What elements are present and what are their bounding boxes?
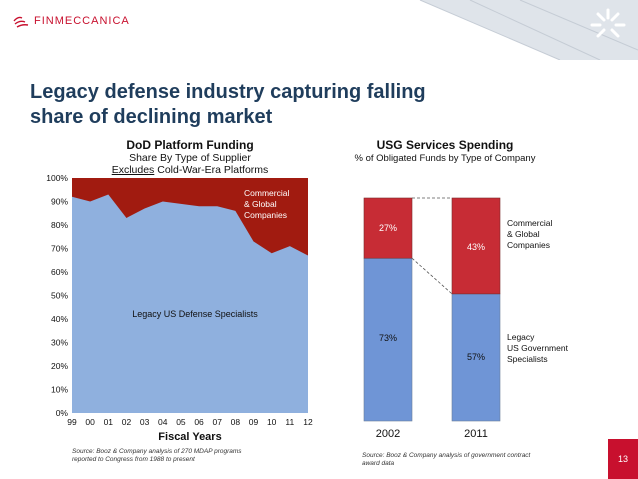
dod-subtitle-rest: Cold-War-Era Platforms [154,164,269,176]
x-tick-label: 99 [67,417,77,427]
usg-chart-title: USG Services Spending [376,138,514,152]
commercial-label-line-2: & Global [244,199,277,209]
slide-title: Legacy defense industry capturing fallin… [30,80,530,130]
legacy-value-2002: 73% [379,333,397,343]
x-tick-label: 07 [212,417,222,427]
finmeccanica-swirl-icon [13,16,29,28]
x-tick-label-2011: 2011 [464,428,488,440]
dod-chart-source: Source: Booz & Company analysis of 270 M… [72,448,332,464]
x-tick-label: 03 [140,417,150,427]
y-tick-label: 30% [51,338,68,348]
y-tick-label: 50% [51,291,68,301]
y-tick-label: 60% [51,267,68,277]
x-tick-label: 01 [104,417,114,427]
y-tick-label: 80% [51,220,68,230]
legacy-legend-line-2: US Government [507,343,569,353]
legacy-area [72,194,308,413]
x-axis-label: Fiscal Years [158,431,221,443]
dod-subtitle-excludes: Excludes [111,164,155,176]
page-number: 13 [608,439,638,479]
dod-source-line-2: reported to Congress from 1988 to presen… [72,456,195,463]
y-tick-label: 40% [51,314,68,324]
connector-split [411,257,453,295]
x-tick-label: 10 [267,417,277,427]
x-tick-label: 08 [231,417,241,427]
commercial-value-2011: 43% [467,242,485,252]
commercial-legend-line-3: Companies [507,240,550,250]
slide-title-line-2: share of declining market [30,106,273,128]
dod-funding-chart: DoD Platform Funding Share By Type of Su… [0,132,340,477]
x-tick-label: 12 [303,417,313,427]
y-tick-label: 20% [51,361,68,371]
commercial-legend-line-2: & Global [507,229,540,239]
slide-title-line-1: Legacy defense industry capturing fallin… [30,81,426,103]
usg-services-chart: USG Services Spending % of Obligated Fun… [340,132,610,477]
y-tick-label: 10% [51,385,68,395]
header-logo-mark-icon [590,8,626,38]
y-tick-label: 90% [51,197,68,207]
x-tick-label: 05 [176,417,186,427]
brand-logo: FINMECCANICA [12,14,130,28]
slide-header: FINMECCANICA [0,0,638,60]
x-tick-label: 09 [249,417,259,427]
y-tick-label: 70% [51,244,68,254]
x-tick-label: 00 [85,417,95,427]
legacy-bar-2011 [451,293,501,422]
commercial-bar-2011 [451,197,501,295]
legacy-label: Legacy US Defense Specialists [132,309,258,319]
commercial-legend-line-1: Commercial [507,218,552,228]
x-tick-label: 04 [158,417,168,427]
y-tick-label: 100% [46,173,68,183]
usg-source-line-1: Source: Booz & Company analysis of gover… [362,452,531,459]
dod-chart-subtitle-2: Excludes Cold-War-Era Platforms [0,164,380,176]
legacy-bar-2002 [363,257,413,422]
legacy-legend-line-3: Specialists [507,354,548,364]
usg-source-line-2: award data [362,460,395,467]
usg-bar-plot: 2002 2011 27% 73% 43% 57% Commercial& GlobalCo… [363,197,569,440]
x-tick-label: 11 [285,417,294,427]
commercial-bar-2002 [363,197,413,259]
x-tick-label: 02 [122,417,132,427]
dod-area-plot: 0% 10% 20% 30% 40% 50% 60% 70% 80% 90% 100% 99 00 01 0… [46,173,313,443]
dod-source-line-1: Source: Booz & Company analysis of 270 M… [72,448,242,455]
y-tick-label: 0% [56,408,69,418]
x-tick-label-2002: 2002 [376,428,400,440]
dod-chart-title: DoD Platform Funding [126,138,254,152]
x-tick-label: 06 [194,417,204,427]
usg-chart-source: Source: Booz & Company analysis of gover… [362,452,602,468]
header-decoration [419,0,638,60]
legacy-legend-line-1: Legacy [507,332,535,342]
commercial-value-2002: 27% [379,223,397,233]
usg-chart-subtitle: % of Obligated Funds by Type of Company [354,153,536,164]
brand-name: FINMECCANICA [34,15,130,27]
commercial-label-line-1: Commercial [244,188,289,198]
commercial-label-line-3: Companies [244,210,287,220]
dod-chart-subtitle: Share By Type of Supplier [129,152,251,164]
legacy-value-2011: 57% [467,352,485,362]
